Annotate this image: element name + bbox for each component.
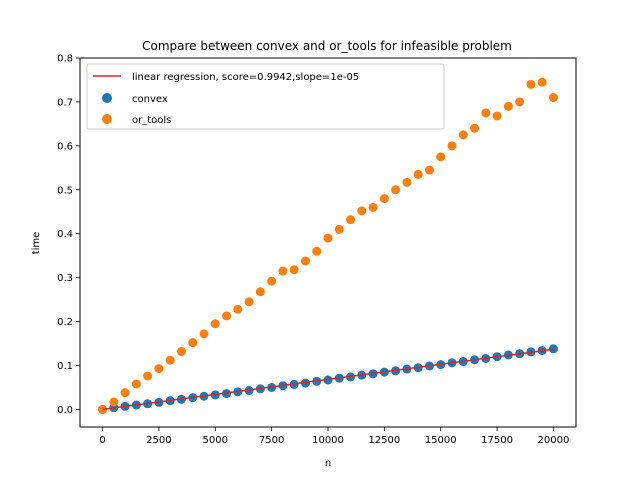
or-tools-point	[255, 287, 265, 297]
x-tick-label: 2500	[146, 435, 171, 446]
x-tick-label: 10000	[312, 435, 344, 446]
or-tools-point	[379, 194, 389, 204]
or-tools-point	[402, 177, 412, 187]
or-tools-point	[278, 266, 288, 276]
legend-box	[86, 63, 445, 130]
legend-convex-label: convex	[132, 94, 168, 105]
chart-title: Compare between convex and or_tools for …	[142, 39, 512, 53]
y-tick-label: 0.4	[57, 229, 73, 240]
x-tick-label: 20000	[538, 435, 570, 446]
or-tools-point	[526, 79, 536, 89]
x-tick-label: 15000	[425, 435, 457, 446]
x-tick-label: 12500	[368, 435, 400, 446]
or-tools-point	[548, 93, 558, 103]
x-axis-label: n	[325, 458, 331, 469]
or-tools-point	[143, 371, 153, 381]
y-tick-label: 0.2	[57, 317, 73, 328]
legend-or-tools-label: or_tools	[132, 115, 171, 126]
or-tools-point	[481, 108, 491, 118]
or-tools-point	[424, 165, 434, 175]
or-tools-point	[300, 256, 310, 266]
y-axis-label: time	[31, 232, 42, 255]
or-tools-point	[312, 246, 322, 256]
or-tools-point	[176, 346, 186, 356]
legend-regression-label: linear regression, score=0.9942,slope=1e…	[132, 72, 359, 83]
or-tools-point	[368, 202, 378, 212]
regression-line	[102, 348, 554, 411]
or-tools-point	[165, 355, 175, 365]
y-tick-label: 0.7	[57, 97, 73, 108]
or-tools-point	[515, 97, 525, 107]
x-tick-label: 0	[99, 435, 105, 446]
or-tools-point	[413, 169, 423, 179]
y-tick-label: 0.3	[57, 273, 73, 284]
series-or-tools	[98, 77, 558, 414]
legend-or-tools-swatch	[102, 114, 112, 124]
or-tools-point	[154, 364, 164, 374]
or-tools-point	[199, 329, 209, 339]
y-tick-label: 0.5	[57, 185, 73, 196]
legend-convex-swatch	[102, 93, 112, 103]
convex-point	[548, 344, 558, 354]
or-tools-point	[537, 77, 547, 87]
or-tools-point	[222, 311, 232, 321]
or-tools-point	[289, 265, 299, 275]
y-tick-label: 0.6	[57, 141, 73, 152]
y-tick-label: 0.0	[57, 405, 73, 416]
y-tick-label: 0.1	[57, 361, 73, 372]
or-tools-point	[267, 276, 277, 286]
or-tools-point	[470, 123, 480, 133]
or-tools-point	[244, 297, 254, 307]
or-tools-point	[334, 224, 344, 234]
y-axis: 0.0 0.1 0.2 0.3 0.4 0.5 0.6 0.7 0.8	[57, 54, 80, 416]
x-tick-label: 5000	[203, 435, 228, 446]
or-tools-point	[346, 215, 356, 225]
x-axis: 0 2500 5000 7500 10000 12500 15000 17500 20000	[99, 427, 569, 446]
or-tools-point	[233, 304, 243, 314]
legend: linear regression, score=0.9942,slope=1e…	[86, 63, 445, 130]
or-tools-point	[120, 388, 130, 398]
or-tools-point	[492, 111, 502, 121]
or-tools-point	[391, 185, 401, 195]
or-tools-point	[188, 338, 198, 348]
or-tools-point	[436, 152, 446, 162]
x-tick-label: 17500	[481, 435, 513, 446]
or-tools-point	[503, 101, 513, 111]
y-tick-label: 0.8	[57, 54, 73, 65]
x-tick-label: 7500	[259, 435, 284, 446]
or-tools-point	[131, 379, 141, 389]
or-tools-point	[458, 130, 468, 140]
or-tools-point	[323, 233, 333, 243]
or-tools-point	[357, 206, 367, 216]
or-tools-point	[447, 141, 457, 151]
or-tools-point	[109, 397, 119, 407]
or-tools-point	[210, 319, 220, 329]
